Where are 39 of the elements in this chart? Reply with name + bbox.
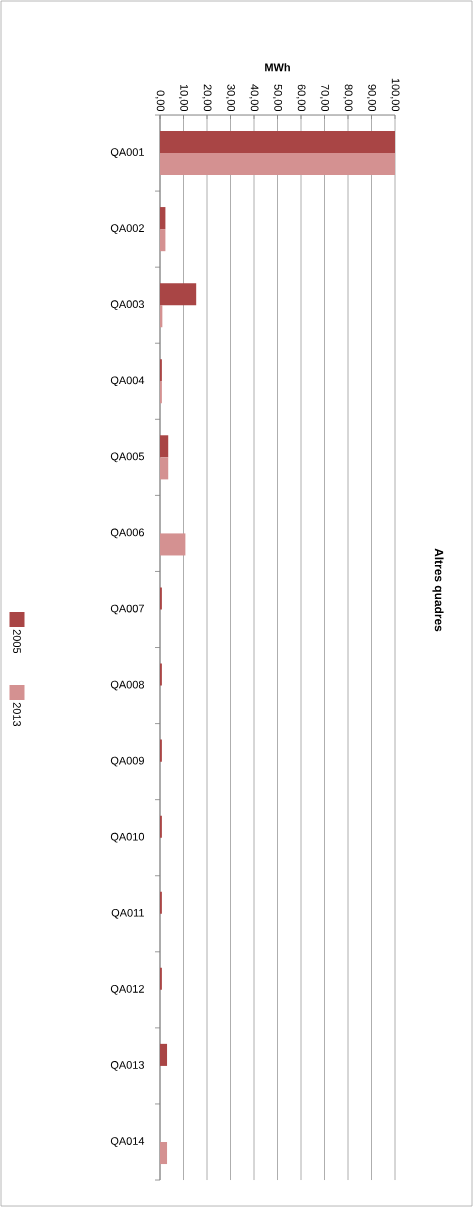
x-tick-label: 10,00 [178, 84, 189, 112]
legend-label: 2005 [13, 629, 21, 654]
x-tick-label: 90,00 [366, 84, 377, 112]
x-tick-label: 20,00 [202, 84, 212, 112]
bar [160, 207, 166, 230]
x-tick-label: 80,00 [343, 84, 353, 112]
y-tick-label: QA011 [111, 908, 144, 919]
x-tick-label: 60,00 [296, 84, 306, 112]
y-tick-label: QA009 [110, 756, 144, 767]
bar [160, 1043, 168, 1066]
bar [160, 229, 166, 252]
y-tick-label: QA005 [110, 452, 145, 463]
x-tick-label: 40,00 [249, 84, 259, 112]
bar [160, 435, 169, 458]
y-tick-label: QA007 [110, 604, 144, 615]
bar [160, 283, 197, 306]
y-tick-label: QA012 [110, 985, 144, 995]
x-axis-title: MWh [265, 63, 290, 72]
legend-label: 2013 [13, 702, 21, 727]
text: Altres quadres [432, 548, 444, 632]
x-tick-label: 0,00 [155, 90, 165, 112]
y-tick-label: QA004 [110, 376, 145, 387]
y-tick-label: QA010 [110, 832, 145, 843]
bar [160, 153, 395, 176]
y-tick-label: QA008 [110, 680, 144, 691]
y-tick-label: QA003 [110, 300, 144, 311]
bar [160, 457, 169, 480]
bar [160, 533, 186, 556]
bar [160, 1141, 168, 1165]
x-tick-label: 50,00 [272, 84, 283, 112]
bar [160, 130, 395, 154]
y-tick-label: QA014 [110, 1137, 145, 1147]
x-tick-label: 70,00 [319, 84, 330, 112]
x-tick-label: 100,00 [390, 78, 400, 112]
x-tick-label: 30,00 [225, 84, 236, 112]
y-tick-label: QA001 [110, 148, 144, 158]
y-tick-label: QA002 [110, 224, 144, 234]
y-tick-label: QA013 [110, 1061, 144, 1071]
y-tick-label: QA006 [110, 528, 144, 539]
